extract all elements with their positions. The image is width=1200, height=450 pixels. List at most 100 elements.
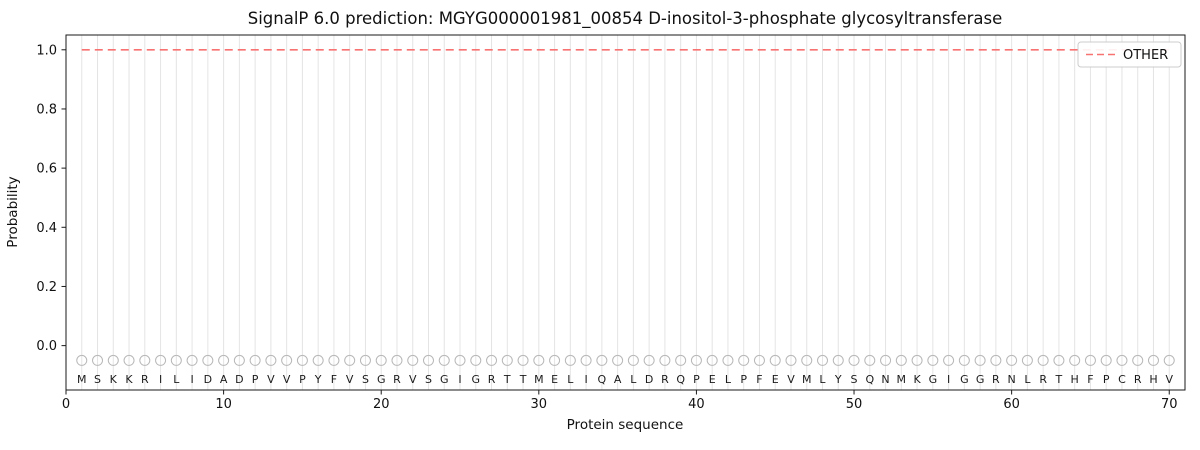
residue-letter: V xyxy=(267,373,275,386)
residue-marker xyxy=(706,354,718,366)
residue-letter: T xyxy=(503,373,511,386)
residue-letter: M xyxy=(77,373,87,386)
residue-letter: K xyxy=(913,373,921,386)
residue-marker xyxy=(627,354,639,366)
residue-marker xyxy=(328,354,340,366)
residue-marker xyxy=(927,354,939,366)
residue-marker xyxy=(738,354,750,366)
residue-marker xyxy=(391,354,403,366)
residue-letter: T xyxy=(519,373,527,386)
residue-letter: C xyxy=(1118,373,1126,386)
residue-letter: I xyxy=(190,373,193,386)
residue-letter: M xyxy=(897,373,907,386)
residue-marker xyxy=(486,354,498,366)
residue-letter: F xyxy=(756,373,762,386)
x-tick-label: 40 xyxy=(688,397,705,412)
residue-marker xyxy=(92,354,104,366)
residue-letter: Q xyxy=(676,373,685,386)
residue-letter: P xyxy=(740,373,747,386)
residue-letter: G xyxy=(377,373,386,386)
residue-marker xyxy=(943,354,955,366)
residue-marker xyxy=(517,354,529,366)
residue-marker xyxy=(612,354,624,366)
residue-marker xyxy=(422,354,434,366)
residue-marker xyxy=(407,354,419,366)
residue-marker xyxy=(690,354,702,366)
residue-letter: G xyxy=(960,373,969,386)
residue-letter: I xyxy=(947,373,950,386)
residue-letter: I xyxy=(584,373,587,386)
x-tick-label: 70 xyxy=(1161,397,1178,412)
residue-marker xyxy=(249,354,261,366)
residue-marker xyxy=(864,354,876,366)
residue-marker xyxy=(1163,354,1175,366)
residue-marker xyxy=(801,354,813,366)
legend-label: OTHER xyxy=(1123,48,1168,63)
residue-marker xyxy=(454,354,466,366)
residue-marker xyxy=(202,354,214,366)
residue-marker xyxy=(1132,354,1144,366)
residue-marker xyxy=(438,354,450,366)
residue-letter: E xyxy=(772,373,779,386)
residue-marker xyxy=(470,354,482,366)
residue-marker xyxy=(848,354,860,366)
residue-letter: D xyxy=(645,373,653,386)
residue-letter: V xyxy=(283,373,291,386)
x-tick-label: 0 xyxy=(62,397,70,412)
residue-marker xyxy=(753,354,765,366)
residue-marker xyxy=(958,354,970,366)
residue-letter: R xyxy=(1134,373,1142,386)
y-tick-label: 0.8 xyxy=(36,102,57,117)
y-tick-label: 0.4 xyxy=(36,221,57,236)
residue-letter: P xyxy=(693,373,700,386)
residue-letter: R xyxy=(1039,373,1047,386)
residue-marker xyxy=(170,354,182,366)
residue-letter: V xyxy=(346,373,354,386)
residue-letter: E xyxy=(551,373,558,386)
residue-marker xyxy=(817,354,829,366)
x-tick-label: 30 xyxy=(531,397,548,412)
residue-marker xyxy=(659,354,671,366)
residue-letter: F xyxy=(1087,373,1093,386)
residue-letter: L xyxy=(630,373,637,386)
residue-marker xyxy=(1053,354,1065,366)
residue-marker xyxy=(312,354,324,366)
residue-marker xyxy=(1021,354,1033,366)
residue-marker xyxy=(123,354,135,366)
residue-letter: Q xyxy=(865,373,874,386)
residue-marker xyxy=(911,354,923,366)
residue-letter: Q xyxy=(598,373,607,386)
residue-letter: R xyxy=(488,373,496,386)
residue-letter: M xyxy=(534,373,544,386)
residue-letter: L xyxy=(819,373,826,386)
residue-letter: A xyxy=(220,373,228,386)
residue-letter: Y xyxy=(314,373,322,386)
y-tick-label: 0.0 xyxy=(36,339,57,354)
legend-box xyxy=(1077,41,1182,68)
residue-letter: R xyxy=(393,373,401,386)
residue-letter: K xyxy=(125,373,133,386)
residue-marker xyxy=(218,354,230,366)
residue-marker xyxy=(832,354,844,366)
chart-title: SignalP 6.0 prediction: MGYG000001981_00… xyxy=(248,9,1003,29)
residue-letter: D xyxy=(204,373,212,386)
residue-marker xyxy=(375,354,387,366)
residue-marker xyxy=(785,354,797,366)
plot-border xyxy=(65,34,1186,391)
residue-marker xyxy=(265,354,277,366)
residue-marker xyxy=(596,354,608,366)
residue-letter: P xyxy=(299,373,306,386)
residue-marker xyxy=(564,354,576,366)
residue-letter: G xyxy=(976,373,985,386)
y-axis-label: Probability xyxy=(5,176,21,247)
y-tick-label: 1.0 xyxy=(36,43,57,58)
y-tick-label: 0.2 xyxy=(36,280,57,295)
residue-letter: V xyxy=(787,373,795,386)
x-tick-label: 20 xyxy=(373,397,390,412)
residue-letter: S xyxy=(425,373,432,386)
residue-marker xyxy=(155,354,167,366)
residue-marker xyxy=(139,354,151,366)
residue-marker xyxy=(675,354,687,366)
